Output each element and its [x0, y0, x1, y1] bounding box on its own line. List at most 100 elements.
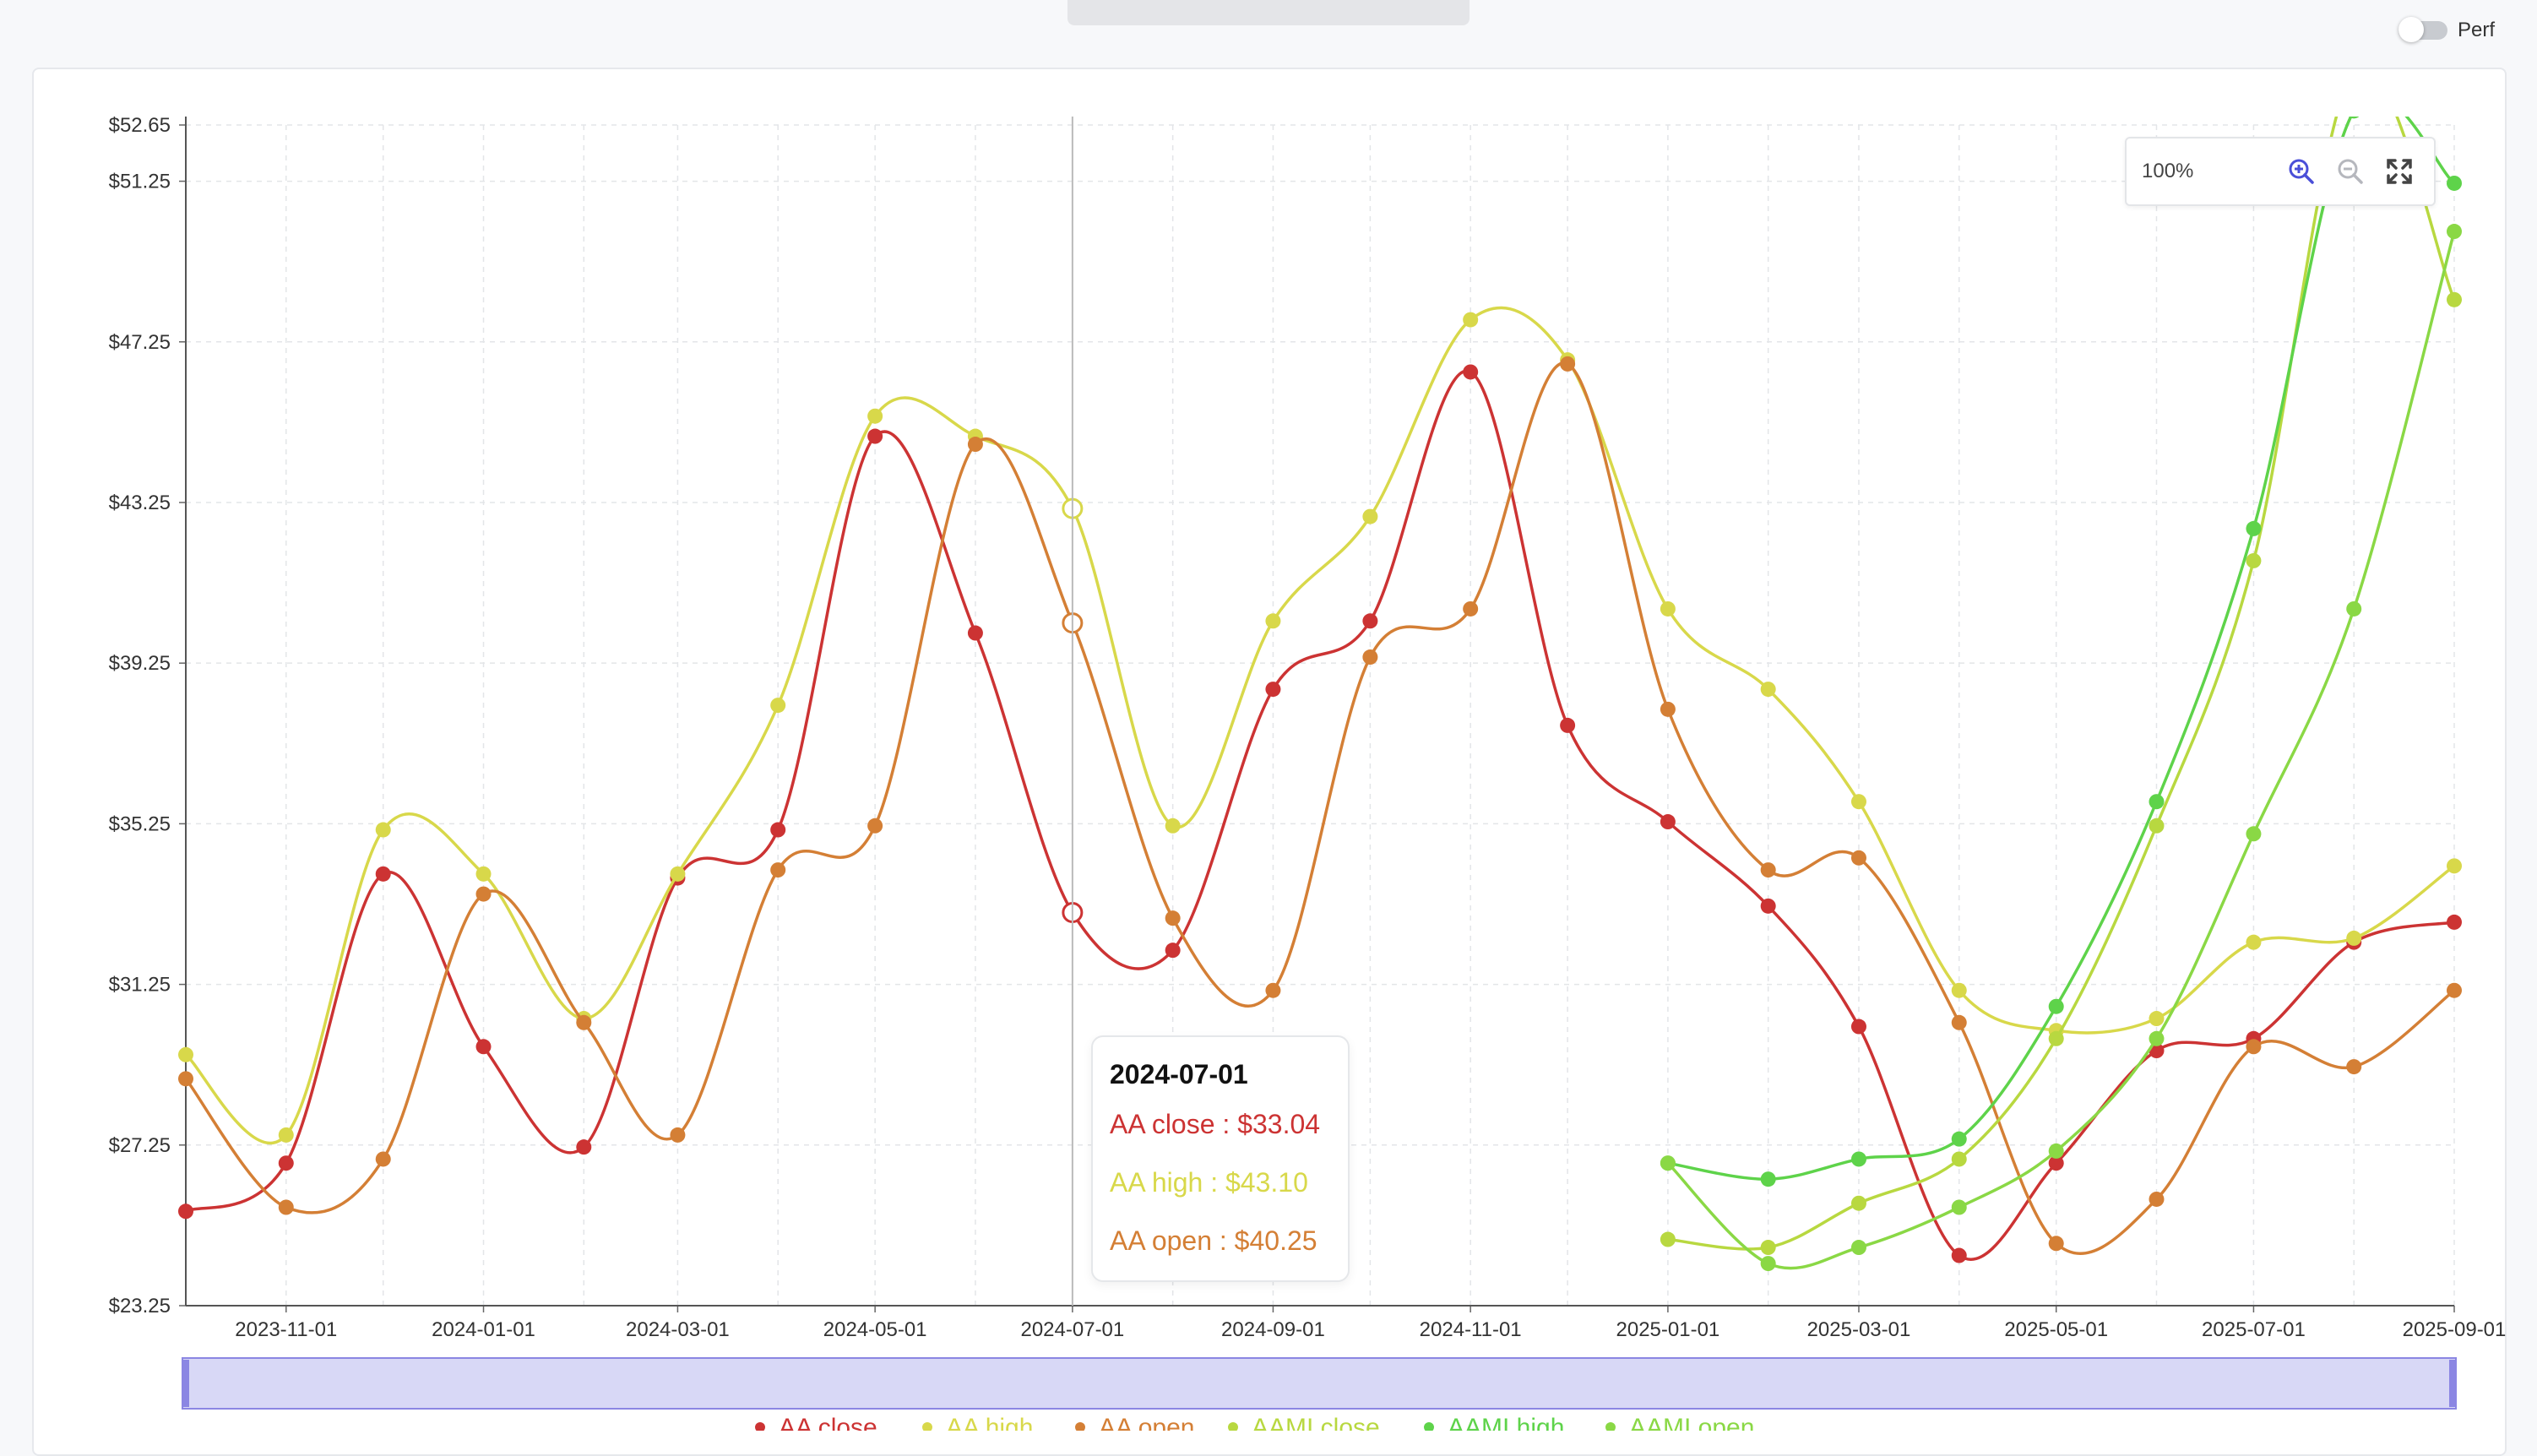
data-point-aa-open [2447, 982, 2462, 998]
data-point-aa-high [1850, 794, 1866, 810]
data-point-aa-high [278, 1127, 294, 1143]
tooltip-date: 2024-07-01 [1110, 1059, 1248, 1089]
series-aa-open [178, 356, 2462, 1255]
y-tick-label: $39.25 [109, 652, 171, 675]
data-point-aami-high [2349, 117, 2360, 119]
data-point-aa-open [475, 886, 492, 902]
series-aa-high [178, 306, 2462, 1145]
data-point-aa-high [770, 698, 786, 714]
data-point-aa-high [867, 408, 883, 424]
data-point-aami-close [2246, 552, 2262, 568]
y-tick-label: $35.25 [109, 812, 171, 835]
data-point-aami-high [2048, 998, 2064, 1014]
data-point-aa-high [178, 1046, 193, 1062]
data-point-aa-close [1560, 717, 1576, 733]
legend-item-aa-open: AA open [1075, 1414, 1194, 1431]
y-tick-label: $23.25 [109, 1295, 171, 1317]
data-point-aami-close [1760, 1240, 1776, 1256]
x-tick-label: 2024-07-01 [1020, 1318, 1124, 1341]
data-point-aa-high [2447, 858, 2462, 874]
data-point-aami-close [2048, 1030, 2064, 1046]
perf-toggle-switch[interactable] [2398, 17, 2447, 42]
data-point-aami-open [1660, 1155, 1676, 1171]
data-point-aa-high [1463, 312, 1479, 328]
legend-marker-aa-open [1075, 1422, 1085, 1431]
x-tick-label: 2025-03-01 [1807, 1318, 1911, 1341]
y-tick-label: $31.25 [109, 974, 171, 997]
chart-tooltip: 2024-07-01 AA close : $33.04 AA high : $… [1091, 1035, 1350, 1282]
legend-label-aa-close: AA close [779, 1414, 877, 1431]
y-tick-label: $51.25 [109, 171, 171, 193]
legend: AA close AA high AA open AAMI close AAMI hig… [755, 1414, 1754, 1431]
zoom-out-icon[interactable] [2326, 147, 2375, 196]
x-tick-label: 2024-05-01 [823, 1318, 927, 1341]
data-point-aami-open [2048, 1143, 2064, 1159]
legend-label-aa-open: AA open [1099, 1414, 1194, 1431]
data-point-aa-open [1362, 649, 1378, 666]
data-point-aa-open [576, 1014, 592, 1030]
range-slider-track [182, 1357, 2457, 1410]
legend-item-aa-high: AA high [922, 1414, 1033, 1431]
data-point-aa-open [867, 818, 883, 834]
x-tick-label: 2023-11-01 [235, 1318, 337, 1341]
legend-item-aami-open: AAMI open [1605, 1414, 1754, 1431]
perf-toggle[interactable]: Perf [2398, 17, 2496, 42]
fullscreen-icon[interactable] [2375, 147, 2424, 196]
data-point-aami-open [2246, 826, 2262, 842]
tooltip-row-aa-open: AA open : $40.25 [1110, 1225, 1317, 1256]
series-line-aa-close [185, 369, 2455, 1261]
series-line-aa-high [184, 306, 2456, 1145]
perf-toggle-label: Perf [2458, 19, 2496, 41]
tooltip-row-aa-high: AA high : $43.10 [1110, 1167, 1308, 1198]
x-tick-label: 2025-01-01 [1616, 1318, 1720, 1341]
data-point-aa-high [1951, 982, 1967, 998]
legend-item-aa-close: AA close [755, 1414, 877, 1431]
data-point-aa-high [1265, 613, 1281, 629]
range-slider-selection [182, 1357, 2457, 1410]
range-slider[interactable] [182, 1357, 2457, 1410]
data-point-aa-close [1951, 1247, 1967, 1263]
data-point-aa-open [1951, 1014, 1967, 1030]
data-point-aami-open [2447, 224, 2462, 240]
data-point-aami-open [1760, 1256, 1776, 1272]
data-point-aa-open [670, 1127, 686, 1143]
data-point-aa-close [375, 866, 391, 882]
zoom-controls: 100% [2125, 137, 2436, 206]
data-point-aami-open [2346, 600, 2362, 617]
y-tick-label: $27.25 [109, 1134, 171, 1157]
data-point-aa-close [1362, 613, 1378, 629]
data-point-aa-open [375, 1151, 391, 1167]
data-point-aa-open [1660, 701, 1676, 717]
data-point-aa-close [1850, 1019, 1866, 1035]
x-tick-label: 2024-03-01 [626, 1318, 730, 1341]
data-point-aami-close [2346, 63, 2361, 79]
data-point-aa-close [770, 822, 786, 838]
tooltip-row-aa-close: AA close : $33.04 [1110, 1109, 1321, 1139]
zoom-in-icon[interactable] [2277, 147, 2326, 196]
data-point-aami-open [1850, 1240, 1866, 1256]
data-point-aa-high [475, 866, 492, 882]
data-point-aa-close [867, 428, 883, 444]
x-tick-label: 2024-09-01 [1221, 1318, 1325, 1341]
data-point-aa-open [1760, 862, 1776, 878]
data-point-aa-open [2149, 1191, 2165, 1207]
x-tick-label: 2025-05-01 [2004, 1318, 2108, 1341]
legend-label-aa-high: AA high [946, 1414, 1033, 1431]
data-point-aa-open [1265, 982, 1281, 998]
data-point-aa-open [967, 437, 983, 453]
legend-item-aami-close: AAMI close [1228, 1414, 1380, 1431]
data-point-aa-close [178, 1203, 193, 1220]
legend-marker-aami-close [1228, 1422, 1238, 1431]
data-point-aa-open [1850, 850, 1866, 866]
data-point-aa-close [1265, 682, 1281, 698]
data-point-aami-high [2447, 175, 2462, 191]
data-point-aa-close [278, 1155, 294, 1171]
range-slider-right-handle [2449, 1360, 2456, 1407]
data-point-aami-close [2149, 818, 2165, 834]
x-tick-label: 2025-07-01 [2202, 1318, 2306, 1341]
top-drag-handle[interactable] [1067, 0, 1470, 25]
data-point-aa-high [1760, 682, 1776, 698]
legend-marker-aami-open [1605, 1422, 1616, 1431]
data-point-aa-open [2346, 1059, 2362, 1075]
